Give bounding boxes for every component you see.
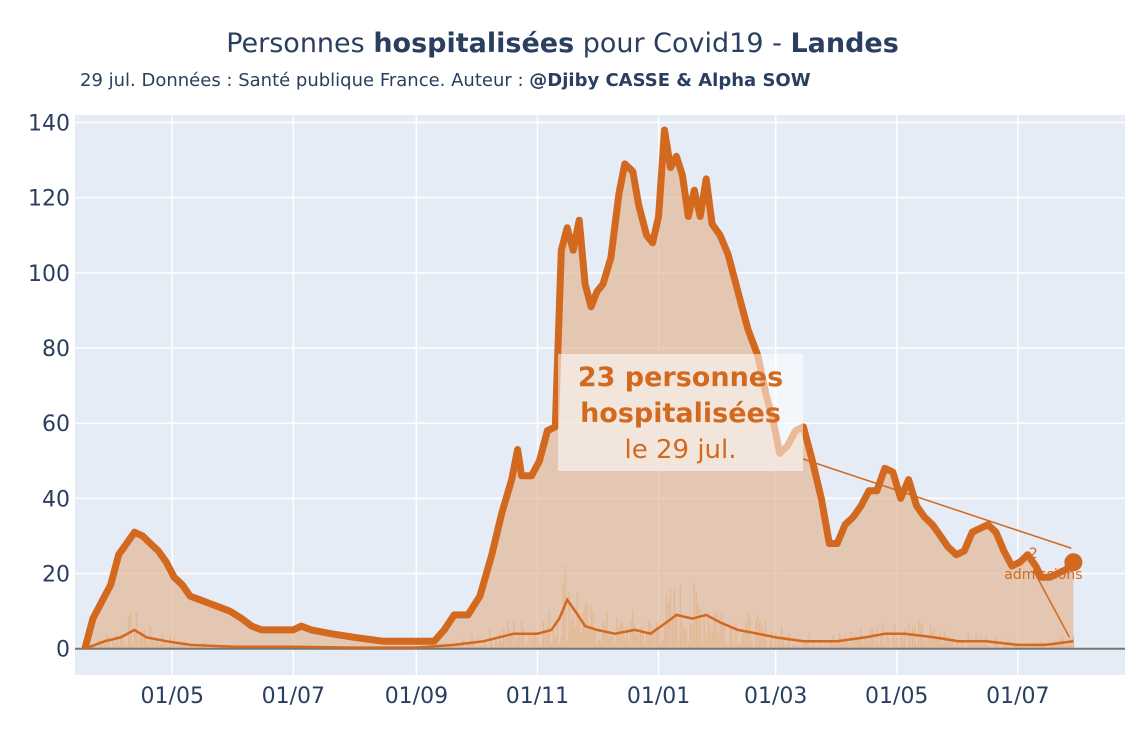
- x-tick-label: 01/05: [865, 684, 928, 709]
- hospitalisations-line: [81, 126, 1076, 650]
- y-tick-label: 0: [56, 638, 70, 663]
- annotation-line-3: le 29 jul.: [624, 435, 736, 465]
- annotation-box: [558, 354, 803, 471]
- x-tick-label: 01/09: [385, 684, 448, 709]
- y-tick-label: 80: [42, 337, 70, 362]
- admissions-line: [84, 597, 1074, 650]
- chart-title: Personnes hospitalisées pour Covid19 - L…: [226, 28, 899, 59]
- x-tick-label: 01/05: [141, 684, 204, 709]
- x-tick-label: 01/11: [506, 684, 569, 709]
- annotation-line-2: hospitalisées: [580, 398, 781, 429]
- x-tick-label: 01/07: [986, 684, 1049, 709]
- y-tick-label: 120: [28, 187, 70, 212]
- y-tick-label: 100: [28, 262, 70, 287]
- annotation-line-1: 23 personnes: [578, 362, 783, 393]
- y-tick-label: 20: [42, 563, 70, 588]
- annotation-arrow: [802, 458, 1072, 549]
- x-axis-ticks: 01/05 01/07 01/09 01/11 01/01 01/03 01/05 01/07: [141, 684, 1050, 709]
- y-tick-label: 140: [28, 112, 70, 137]
- y-tick-label: 40: [42, 487, 70, 512]
- y-tick-label: 60: [42, 412, 70, 437]
- x-tick-label: 01/01: [627, 684, 690, 709]
- y-axis-ticks: 0 20 40 60 80 100 120 140: [28, 112, 70, 663]
- admissions-value-label: 2: [1029, 546, 1038, 562]
- chart-subtitle: 29 jul. Données : Santé publique France.…: [80, 70, 811, 91]
- last-value-marker: [1064, 553, 1083, 572]
- annotation-arrow-admissions: [1032, 569, 1071, 638]
- x-tick-label: 01/07: [262, 684, 325, 709]
- x-tick-label: 01/03: [744, 684, 807, 709]
- admissions-text-label: admissions: [1004, 567, 1082, 583]
